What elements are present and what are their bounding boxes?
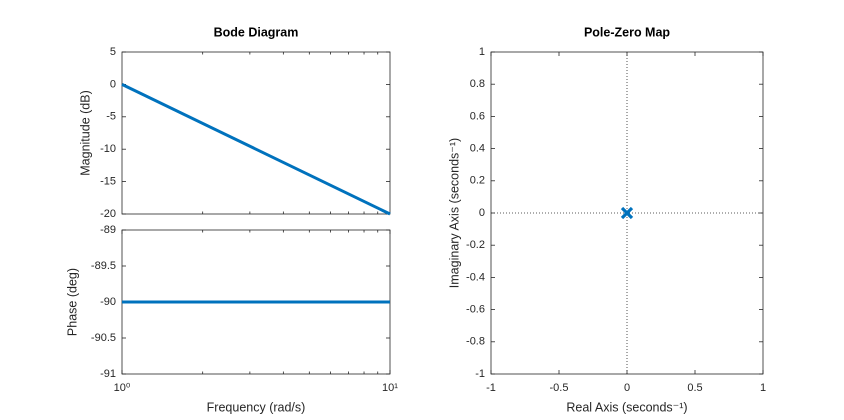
y-tick-label: -15 xyxy=(100,176,116,188)
x-tick-label: 10⁰ xyxy=(114,382,131,394)
y-tick-label: 0.4 xyxy=(470,143,485,155)
y-tick-label: -89.5 xyxy=(91,260,116,272)
y-tick-label: -0.6 xyxy=(466,304,485,316)
x-axis-label: Frequency (rad/s) xyxy=(207,400,306,414)
y-axis-label: Imaginary Axis (seconds⁻¹) xyxy=(447,138,461,288)
x-tick-label: 0.5 xyxy=(687,382,702,394)
y-tick-label: -89 xyxy=(100,224,116,236)
x-axis-label: Real Axis (seconds⁻¹) xyxy=(566,400,687,414)
y-tick-label: 1 xyxy=(479,46,485,58)
chart-title: Pole-Zero Map xyxy=(584,25,670,39)
y-tick-label: -90.5 xyxy=(91,332,116,344)
y-tick-label: 0.8 xyxy=(470,78,485,90)
y-tick-label: 0.2 xyxy=(470,175,485,187)
y-tick-label: 5 xyxy=(110,46,116,58)
x-tick-label: -1 xyxy=(486,382,496,394)
data-line xyxy=(121,83,391,216)
y-tick-label: 0 xyxy=(110,78,116,90)
y-tick-label: -1 xyxy=(475,368,485,380)
x-tick-label: 0 xyxy=(624,382,630,394)
chart-title: Bode Diagram xyxy=(214,25,299,39)
y-tick-label: 0.6 xyxy=(470,110,485,122)
pole-marker xyxy=(620,206,634,220)
y-axis-label: Phase (deg) xyxy=(65,268,79,336)
y-tick-label: -91 xyxy=(100,368,116,380)
x-tick-label: 10¹ xyxy=(382,382,398,394)
x-tick-label: -0.5 xyxy=(550,382,569,394)
y-tick-label: -10 xyxy=(100,143,116,155)
y-tick-label: -90 xyxy=(100,296,116,308)
y-tick-label: -0.4 xyxy=(466,271,485,283)
y-tick-label: -0.8 xyxy=(466,336,485,348)
axes-box xyxy=(121,51,391,215)
y-tick-label: -5 xyxy=(106,111,116,123)
x-tick-label: 1 xyxy=(760,382,766,394)
y-tick-label: -20 xyxy=(100,208,116,220)
y-axis-label: Magnitude (dB) xyxy=(78,90,92,175)
y-tick-label: -0.2 xyxy=(466,239,485,251)
y-tick-label: 0 xyxy=(479,207,485,219)
